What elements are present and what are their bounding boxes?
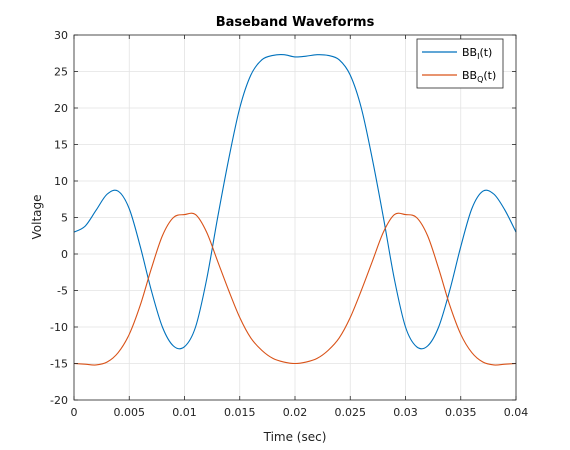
legend-label-bb-q: BBQ(t) [462,69,496,84]
y-axis-label: Voltage [30,194,44,239]
tick-marks [73,34,517,401]
x-tick-label: 0.025 [335,406,367,419]
y-tick-label: -10 [50,321,68,334]
y-tick-label: 10 [54,175,68,188]
x-tick-label: 0.005 [114,406,146,419]
grid-lines [73,34,517,401]
legend-box [416,38,504,89]
series-line-bb-q [73,212,517,366]
legend: BBI(t) BBQ(t) [416,38,504,89]
x-axis-label: Time (sec) [263,430,327,444]
y-tick-label: 15 [54,139,68,152]
x-tick-label: 0.03 [393,406,418,419]
y-tick-label: 0 [61,248,68,261]
y-tick-labels: -20 -15 -10 -5 0 5 10 15 20 25 30 [50,29,68,407]
x-tick-label: 0.01 [172,406,197,419]
x-tick-labels: 0 0.005 0.01 0.015 0.02 0.025 0.03 0.035 0.04 [71,406,529,419]
y-tick-label: -15 [50,358,68,371]
series-layer [73,54,517,366]
x-tick-label: 0.04 [504,406,529,419]
x-tick-label: 0.035 [445,406,477,419]
x-tick-label: 0.015 [224,406,256,419]
y-tick-label: 5 [61,212,68,225]
y-tick-label: 20 [54,102,68,115]
chart-title: Baseband Waveforms [216,15,375,30]
y-tick-label: 25 [54,66,68,79]
x-tick-label: 0.02 [283,406,308,419]
y-tick-label: 30 [54,29,68,42]
y-tick-label: -20 [50,394,68,407]
legend-label-bb-i: BBI(t) [462,46,492,61]
y-tick-label: -5 [57,285,68,298]
x-tick-label: 0 [71,406,78,419]
